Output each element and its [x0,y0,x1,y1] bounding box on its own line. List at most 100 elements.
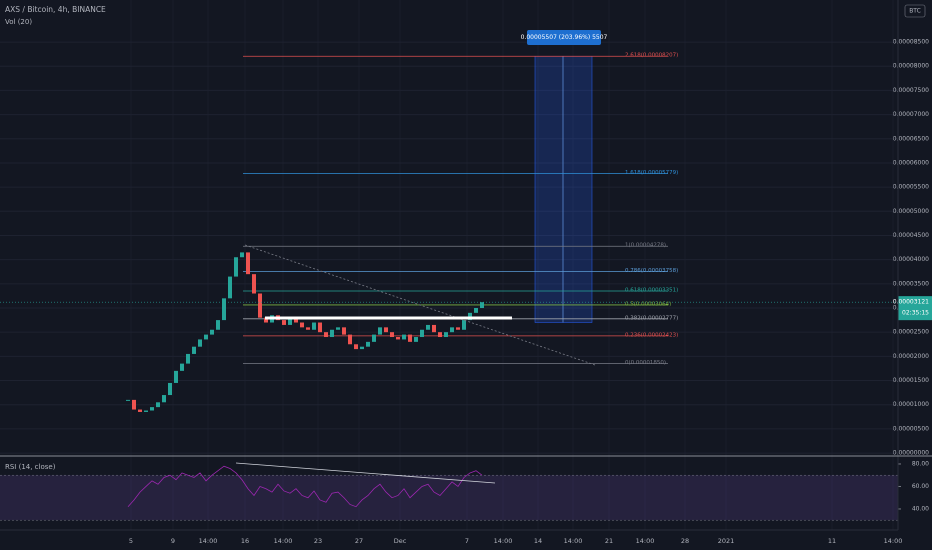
x-tick-label: 14:00 [199,537,218,545]
y-tick-label: 0.00006000 [893,159,929,166]
y-tick-label: 0.00000000 [893,450,929,457]
x-tick-label: 14:00 [274,537,293,545]
y-tick-label: 0.00007000 [893,111,929,118]
x-tick-label: 9 [171,537,175,545]
y-tick-label: 0.00001500 [893,377,929,384]
candle [390,332,394,338]
x-tick-label: 7 [465,537,469,545]
candle [216,320,220,330]
last-price-bg [898,296,932,321]
candle [162,395,166,403]
x-tick-label: 14:00 [636,537,655,545]
rsi-tick-label: 60.00 [912,483,929,490]
candle [324,332,328,338]
x-tick-label: 11 [828,537,836,545]
candle [198,339,202,347]
x-tick-label: 14 [534,537,542,545]
x-tick-label: 5 [129,537,133,545]
candle [252,274,256,294]
candle [144,410,148,412]
candle [264,317,268,323]
rsi-band [0,475,898,521]
x-tick-label: 14:00 [494,537,513,545]
candle [378,327,382,335]
fib-label: 0.5(0.00003064) [625,301,671,307]
x-tick-label: 14:00 [884,537,903,545]
candle [372,334,376,342]
rsi-line [127,465,483,508]
y-tick-label: 0.00004500 [893,232,929,239]
candle [426,324,430,330]
last-price-label: 0.00003121 [893,299,929,306]
fib-label: 0(0.00001850) [625,360,666,366]
candle [456,327,460,330]
candle [288,317,292,325]
x-tick-label: 28 [681,537,689,545]
currency-box[interactable] [904,4,926,18]
y-tick-label: 0.00005500 [893,184,929,191]
fib-label: 1.618(0.00005779) [625,170,678,176]
candle [300,322,304,328]
candle [318,322,322,333]
y-tick-label: 0.00005000 [893,208,929,215]
candle [336,327,340,330]
y-tick-label: 0.00001000 [893,401,929,408]
candle [306,327,310,330]
candle [480,302,484,309]
x-tick-label: Dec [394,537,407,545]
candle [168,382,172,396]
candle [180,363,184,371]
candle [174,370,178,383]
candle [150,407,154,411]
fib-label: 0.382(0.00002777) [625,315,678,321]
candle [258,293,262,318]
candle [186,353,190,364]
y-tick-label: 0.00000500 [893,425,929,432]
candle [360,346,364,350]
candle [414,337,418,342]
candle [234,257,238,277]
rsi-tick-label: 40.00 [912,505,929,512]
y-tick-label: 0.00003500 [893,280,929,287]
candle [450,327,454,333]
candle [420,329,424,338]
rsi-tick-label: 80.00 [912,460,929,467]
candle [396,337,400,340]
candle [462,320,466,330]
candle [126,399,130,401]
fib-label: 1(0.00004278) [625,243,666,249]
candle [354,344,358,350]
measure-label-bg [527,30,601,45]
candle [408,334,412,342]
candle [192,346,196,354]
rsi-title: RSI (14, close) [5,463,56,471]
candle [222,298,226,321]
candle [240,252,244,258]
candle [348,334,352,345]
candle [438,332,442,338]
x-tick-label: 21 [605,537,613,545]
candle [246,252,250,275]
candle [330,329,334,338]
candle [384,327,388,333]
volume-indicator: Vol (20) [5,18,32,26]
countdown: 02:35:15 [902,310,929,317]
candle [312,322,316,330]
x-tick-label: 27 [355,537,363,545]
candle [342,327,346,335]
y-tick-label: 0.00008000 [893,63,929,70]
candle [156,402,160,408]
fib-label: 2.618(0.00008207) [625,53,678,59]
fib-label: 0.618(0.00003351) [625,288,678,294]
fib-label: 0.786(0.00003758) [625,268,678,274]
candle [474,308,478,313]
x-tick-label: 16 [241,537,249,545]
y-tick-label: 0.00006500 [893,135,929,142]
measure-label: 0.00005507 (203.96%) 5507 [521,34,608,41]
x-tick-label: 23 [314,537,322,545]
y-tick-label: 0.00008500 [893,39,929,46]
x-tick-label: 14:00 [564,537,583,545]
y-tick-label: 0.00007500 [893,87,929,94]
